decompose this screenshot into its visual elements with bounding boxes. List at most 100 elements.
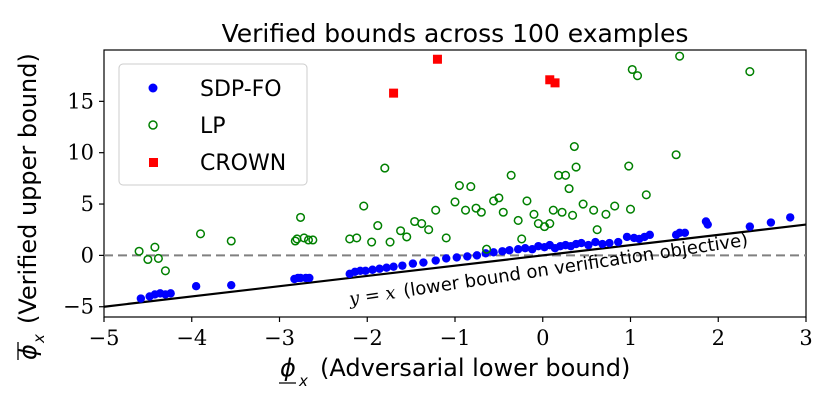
crown-point xyxy=(432,54,442,64)
lp-point xyxy=(675,51,685,61)
y-tick-label: −5 xyxy=(63,295,94,319)
chart-title: Verified bounds across 100 examples xyxy=(222,19,689,48)
lp-point xyxy=(195,229,206,239)
lp-point xyxy=(424,225,434,235)
lp-point xyxy=(589,205,599,215)
lp-point xyxy=(150,242,160,252)
lp-point xyxy=(367,237,377,247)
sdp-fo-point xyxy=(361,266,370,275)
x-axis-ticks: −5 −4 −3 −2 −1 0 1 2 3 xyxy=(89,317,813,350)
sdp-fo-point xyxy=(398,261,407,270)
lp-point xyxy=(466,182,476,192)
sdp-fo-point xyxy=(463,252,472,261)
lp-point xyxy=(299,233,309,243)
lp-point xyxy=(627,64,637,75)
lp-point xyxy=(308,235,318,245)
y-tick-label: 0 xyxy=(81,243,94,267)
x-tick-label: −5 xyxy=(89,326,120,350)
lp-point xyxy=(359,201,369,211)
y-axis-label-text: (Verified upper bound) xyxy=(14,53,42,324)
y-axis-ticks: −5 0 5 10 15 xyxy=(63,89,104,319)
sdp-fo-point xyxy=(472,251,482,260)
lp-point xyxy=(513,215,523,226)
x-tick-label: 1 xyxy=(624,326,637,350)
sdp-fo-point xyxy=(622,232,632,242)
lp-point xyxy=(290,236,300,246)
sdp-fo-point xyxy=(598,239,607,249)
lp-point xyxy=(396,226,406,236)
sdp-fo-point xyxy=(505,246,514,255)
data-points xyxy=(134,51,795,303)
reference-line-math: y = x xyxy=(347,282,397,310)
lp-point xyxy=(569,141,579,152)
sdp-fo-point xyxy=(745,222,755,231)
lp-point xyxy=(417,219,427,229)
x-tick-label: 0 xyxy=(536,326,549,350)
x-axis-label-text: (Adversarial lower bound) xyxy=(320,354,630,382)
x-axis-label-symbol: ϕ xyxy=(280,354,296,382)
sdp-fo-point xyxy=(521,243,530,253)
y-tick-label: 15 xyxy=(67,89,94,113)
lp-point xyxy=(592,225,602,235)
lp-point xyxy=(624,161,634,171)
lp-point xyxy=(568,210,578,220)
lp-point xyxy=(529,209,539,219)
lp-point xyxy=(494,193,504,203)
sdp-fo-point xyxy=(431,256,440,265)
y-axis-label-subscript: x xyxy=(30,334,48,344)
x-tick-label: −1 xyxy=(440,326,471,350)
lp-point xyxy=(522,196,532,206)
sdp-fo-point xyxy=(513,245,523,254)
sdp-fo-point xyxy=(166,289,175,298)
legend-lp-marker xyxy=(148,120,158,130)
lp-point xyxy=(431,205,441,215)
lp-point xyxy=(545,219,555,229)
legend: SDP-FO LP CROWN xyxy=(118,63,308,186)
sdp-fo-point xyxy=(703,220,712,229)
sdp-fo-point xyxy=(577,238,586,248)
y-axis-label-symbol: ϕ xyxy=(14,344,42,360)
x-tick-label: −2 xyxy=(352,326,383,350)
sdp-fo-point xyxy=(408,259,418,268)
lp-point xyxy=(450,197,460,207)
x-axis-label: ϕ x (Adversarial lower bound) xyxy=(279,354,630,390)
sdp-fo-point xyxy=(645,230,655,240)
lp-point xyxy=(625,204,636,214)
sdp-fo-point xyxy=(680,228,690,237)
legend-lp-label: LP xyxy=(200,114,226,139)
lp-point xyxy=(561,170,571,180)
sdp-fo-point xyxy=(786,213,795,222)
sdp-fo-point xyxy=(375,264,384,273)
y-tick-label: 5 xyxy=(81,192,94,216)
legend-sdp-fo-label: SDP-FO xyxy=(200,77,282,102)
sdp-fo-point xyxy=(227,280,236,290)
lp-point xyxy=(745,67,755,77)
lp-point xyxy=(517,234,527,244)
lp-point xyxy=(557,207,567,217)
sdp-fo-point xyxy=(368,265,377,274)
lp-point xyxy=(571,162,581,172)
lp-point xyxy=(471,203,481,213)
sdp-fo-point xyxy=(766,218,776,227)
lp-point xyxy=(303,235,314,245)
x-tick-label: −4 xyxy=(176,326,207,350)
crown-point xyxy=(389,88,399,98)
sdp-fo-point xyxy=(305,273,314,283)
lp-point xyxy=(498,207,508,217)
sdp-fo-point xyxy=(382,263,391,272)
lp-point xyxy=(160,266,170,276)
crown-point xyxy=(550,78,560,88)
lp-point xyxy=(671,150,681,160)
sdp-fo-point xyxy=(605,238,614,248)
lp-point xyxy=(548,205,558,215)
lp-point xyxy=(578,199,588,209)
lp-point xyxy=(441,233,451,243)
y-axis-label: ϕ x (Verified upper bound) xyxy=(14,53,48,360)
lp-point xyxy=(476,207,486,217)
lp-point xyxy=(385,237,395,247)
y-tick-label: 10 xyxy=(67,141,94,165)
sdp-fo-point xyxy=(191,281,201,291)
sdp-fo-point xyxy=(389,262,398,271)
sdp-fo-point xyxy=(419,258,428,267)
